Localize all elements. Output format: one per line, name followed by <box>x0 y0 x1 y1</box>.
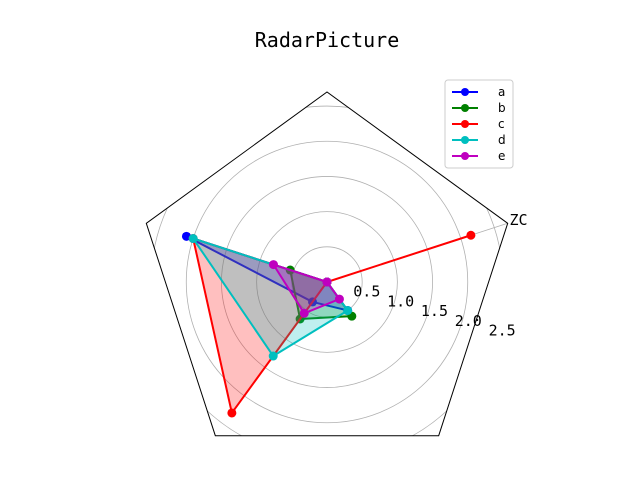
legend-swatch-marker-d <box>461 136 469 144</box>
legend-label-d: d <box>498 133 506 147</box>
legend-item-d: d <box>452 133 506 147</box>
legend-label-b: b <box>498 101 506 115</box>
series-e-point-2 <box>322 277 332 287</box>
radial-tick-label-5: 2.5 <box>489 321 516 339</box>
series-d-point-5 <box>343 305 353 315</box>
frame-pentagon <box>145 91 509 437</box>
legend-item-e: e <box>452 149 505 163</box>
series-e <box>268 260 344 318</box>
series-c-area <box>193 235 471 413</box>
radial-tick-label-1: 0.5 <box>353 283 380 301</box>
legend-item-c: c <box>452 117 505 131</box>
series-c-point-1 <box>466 230 476 240</box>
series-e-point-4 <box>299 308 309 318</box>
series-layer <box>181 230 476 418</box>
series-d-point-3 <box>188 234 198 244</box>
chart-frame <box>145 91 509 437</box>
series-a-area <box>186 236 348 311</box>
legend-label-a: a <box>498 85 505 99</box>
legend-item-b: b <box>452 101 506 115</box>
axis-labels: ZC <box>510 211 528 229</box>
radial-tick-label-3: 1.5 <box>421 302 448 320</box>
legend-swatch-marker-c <box>461 120 469 128</box>
radial-ticks: 0.5 1.0 1.5 2.0 2.5 <box>353 283 515 340</box>
series-c-line <box>192 234 472 414</box>
series-e-point-5 <box>334 294 344 304</box>
grid-circle-2 <box>256 211 398 353</box>
legend-label-e: e <box>498 149 505 163</box>
legend-swatch-marker-b <box>461 104 469 112</box>
radial-tick-label-2: 1.0 <box>387 292 414 310</box>
legend-swatch-marker-e <box>461 152 469 160</box>
chart-title: RadarPicture <box>255 28 400 52</box>
grid-circle-4 <box>185 140 469 424</box>
legend-item-a: a <box>452 85 505 99</box>
legend-swatch-marker-a <box>461 88 469 96</box>
series-e-area <box>273 264 340 314</box>
legend-label-c: c <box>498 117 505 131</box>
axis-label-1: ZC <box>510 211 528 229</box>
grid-circle-3 <box>221 176 433 388</box>
radial-tick-label-4: 2.0 <box>455 312 482 330</box>
series-c-point-4 <box>227 408 237 418</box>
series-d-point-4 <box>268 351 278 361</box>
legend-box <box>444 79 514 169</box>
series-e-point-3 <box>268 260 278 270</box>
series-d-area <box>193 238 348 357</box>
series-b-area <box>290 270 352 320</box>
